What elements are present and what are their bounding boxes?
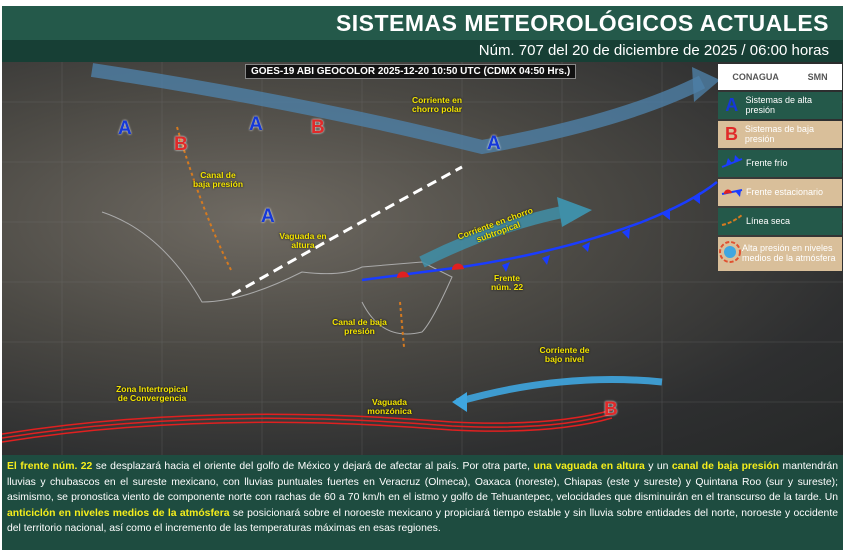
high-pressure-marker: A [487, 133, 501, 154]
low-pressure-marker: B [311, 117, 325, 138]
legend-label: Frente estacionario [746, 186, 824, 197]
legend: CONAGUA SMN A Sistemas de alta presión B Si… [718, 64, 842, 271]
front-22-line [361, 181, 718, 282]
legend-item-high: A Sistemas de alta presión [718, 92, 842, 119]
cold-front-triangles [502, 192, 700, 272]
polar-jet-arrow [90, 63, 706, 155]
legend-item-dry-line: Línea seca [718, 208, 842, 235]
highlight-anticyclone: anticiclón en niveles medios de la atmós… [7, 507, 230, 519]
low-channel-nw-label: Canal de baja presión [192, 170, 244, 190]
low-pressure-marker: B [174, 134, 188, 155]
legend-item-low: B Sistemas de baja presión [718, 121, 842, 148]
highlight-front: El frente núm. 22 [7, 461, 93, 472]
satellite-caption: GOES-19 ABI GEOCOLOR 2025-12-20 10:50 UT… [245, 64, 577, 79]
highlight-trough: una vaguada en altura [533, 461, 645, 472]
legend-item-cold-front: Frente frío [718, 150, 842, 177]
high-pressure-marker: A [249, 114, 263, 135]
legend-label: Alta presión en niveles medios de la atm… [742, 243, 836, 263]
subtropical-jet-arrow [419, 206, 564, 268]
low-channel-nw [176, 126, 233, 273]
low-pressure-marker: B [604, 399, 618, 420]
low-level-jet-arrow [456, 376, 663, 406]
upper-trough-label: Vaguada en altura [279, 231, 327, 251]
text: se posicionará sobre el noroeste mexican… [7, 507, 838, 535]
legend-label: Frente frío [746, 157, 788, 168]
page-title: SISTEMAS METEOROLÓGICOS ACTUALES [2, 6, 843, 40]
text: y un [644, 461, 672, 472]
mid-level-high-icon [718, 240, 742, 269]
polar-jet-label: Corriente en chorro polar [411, 95, 463, 115]
legend-item-mid-level-high: Alta presión en niveles medios de la atm… [718, 237, 842, 271]
stationary-front-icon [718, 183, 746, 203]
coastline [101, 211, 453, 335]
highlight-low-channel: canal de baja presión [671, 461, 780, 472]
high-pressure-icon: A [725, 94, 739, 115]
legend-label: Sistemas de alta presión [745, 94, 812, 115]
text: se desplazará hacia el oriente del golfo… [92, 461, 534, 472]
legend-label: Línea seca [746, 215, 791, 226]
front-22-label: Frente núm. 22 [490, 273, 524, 293]
low-level-jet-label: Corriente de bajo nivel [539, 345, 590, 365]
cold-front-icon [718, 154, 746, 174]
stationary-front-semicircles [396, 263, 464, 278]
itcz-line [2, 409, 613, 443]
low-pressure-icon: B [724, 123, 738, 144]
logos: CONAGUA SMN [718, 64, 842, 90]
upper-trough-line [231, 165, 463, 297]
itcz-label: Zona Intertropical de Convergencia [116, 384, 188, 404]
conagua-logo: CONAGUA [732, 72, 779, 82]
dry-line-icon [718, 212, 746, 232]
legend-item-stationary-front: Frente estacionario [718, 179, 842, 206]
smn-logo: SMN [807, 72, 828, 82]
legend-label: Sistemas de baja presión [744, 123, 814, 144]
high-pressure-marker: A [261, 206, 275, 227]
low-channel-s-label: Canal de baja presión [332, 317, 387, 337]
low-channel-s [399, 301, 405, 348]
high-pressure-marker: A [118, 118, 132, 139]
bulletin-text: El frente núm. 22 se desplazará hacia el… [2, 455, 843, 550]
bulletin-number-date: Núm. 707 del 20 de diciembre de 2025 / 0… [2, 40, 843, 62]
map-overlays [2, 62, 843, 455]
text: mantendrán lluvias y chubascos en el sur… [7, 461, 838, 503]
monsoon-trough-label: Vaguada monzónica [367, 397, 412, 417]
weather-map: GOES-19 ABI GEOCOLOR 2025-12-20 10:50 UT… [2, 62, 843, 455]
